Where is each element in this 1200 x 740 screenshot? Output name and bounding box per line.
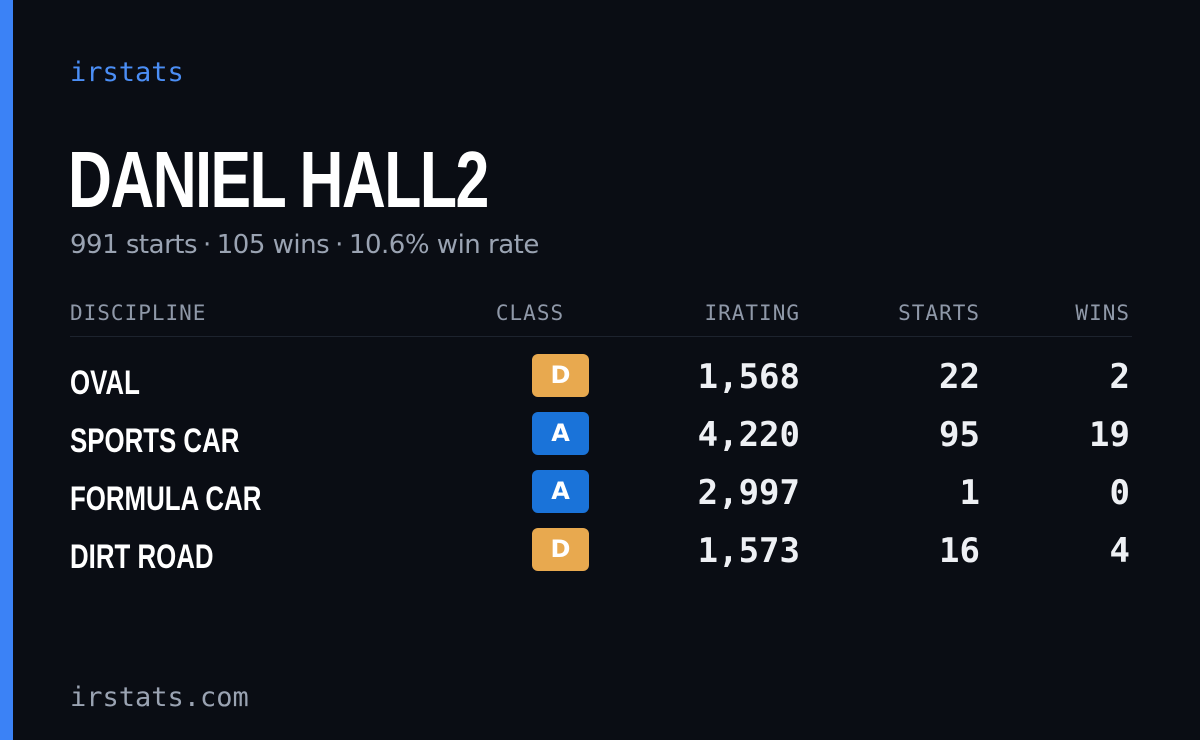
brand-logo-text: irstats	[70, 57, 184, 88]
class-badge: D	[532, 528, 589, 571]
wins-value: 19	[1089, 415, 1130, 455]
header-class: CLASS	[495, 301, 565, 325]
starts-value: 16	[939, 531, 980, 571]
separator: ·	[203, 230, 211, 260]
accent-bar	[0, 0, 13, 740]
wins-value: 2	[1109, 357, 1130, 397]
starts-value: 22	[939, 357, 980, 397]
wins-value: 0	[1109, 473, 1130, 513]
discipline-name: SPORTS CAR	[70, 422, 240, 460]
class-badge: D	[532, 354, 589, 397]
driver-name: DANIEL HALL2	[68, 135, 489, 224]
wins-summary: 105 wins	[216, 230, 330, 260]
starts-value: 1	[959, 473, 980, 513]
irating-value: 2,997	[697, 473, 800, 513]
table-row: OVAL D 1,568 22 2	[70, 354, 1132, 412]
discipline-name: OVAL	[70, 364, 140, 402]
header-discipline: DISCIPLINE	[70, 301, 207, 325]
header-irating: IRATING	[704, 301, 800, 325]
win-rate-summary: 10.6% win rate	[348, 230, 539, 260]
class-badge: A	[532, 412, 589, 455]
table-row: FORMULA CAR A 2,997 1 0	[70, 470, 1132, 528]
starts-value: 95	[939, 415, 980, 455]
irating-value: 4,220	[697, 415, 800, 455]
discipline-name: FORMULA CAR	[70, 480, 262, 518]
table-row: DIRT ROAD D 1,573 16 4	[70, 528, 1132, 586]
table-header: DISCIPLINE CLASS IRATING STARTS WINS	[70, 300, 1132, 337]
separator: ·	[335, 230, 343, 260]
wins-value: 4	[1109, 531, 1130, 571]
footer-url: irstats.com	[70, 682, 249, 713]
discipline-name: DIRT ROAD	[70, 538, 214, 576]
driver-summary: 991 starts · 105 wins · 10.6% win rate	[70, 228, 539, 262]
header-starts: STARTS	[898, 301, 980, 325]
starts-summary: 991 starts	[70, 230, 198, 260]
class-badge: A	[532, 470, 589, 513]
irating-value: 1,573	[697, 531, 800, 571]
table-row: SPORTS CAR A 4,220 95 19	[70, 412, 1132, 470]
header-wins: WINS	[1075, 301, 1130, 325]
irating-value: 1,568	[697, 357, 800, 397]
